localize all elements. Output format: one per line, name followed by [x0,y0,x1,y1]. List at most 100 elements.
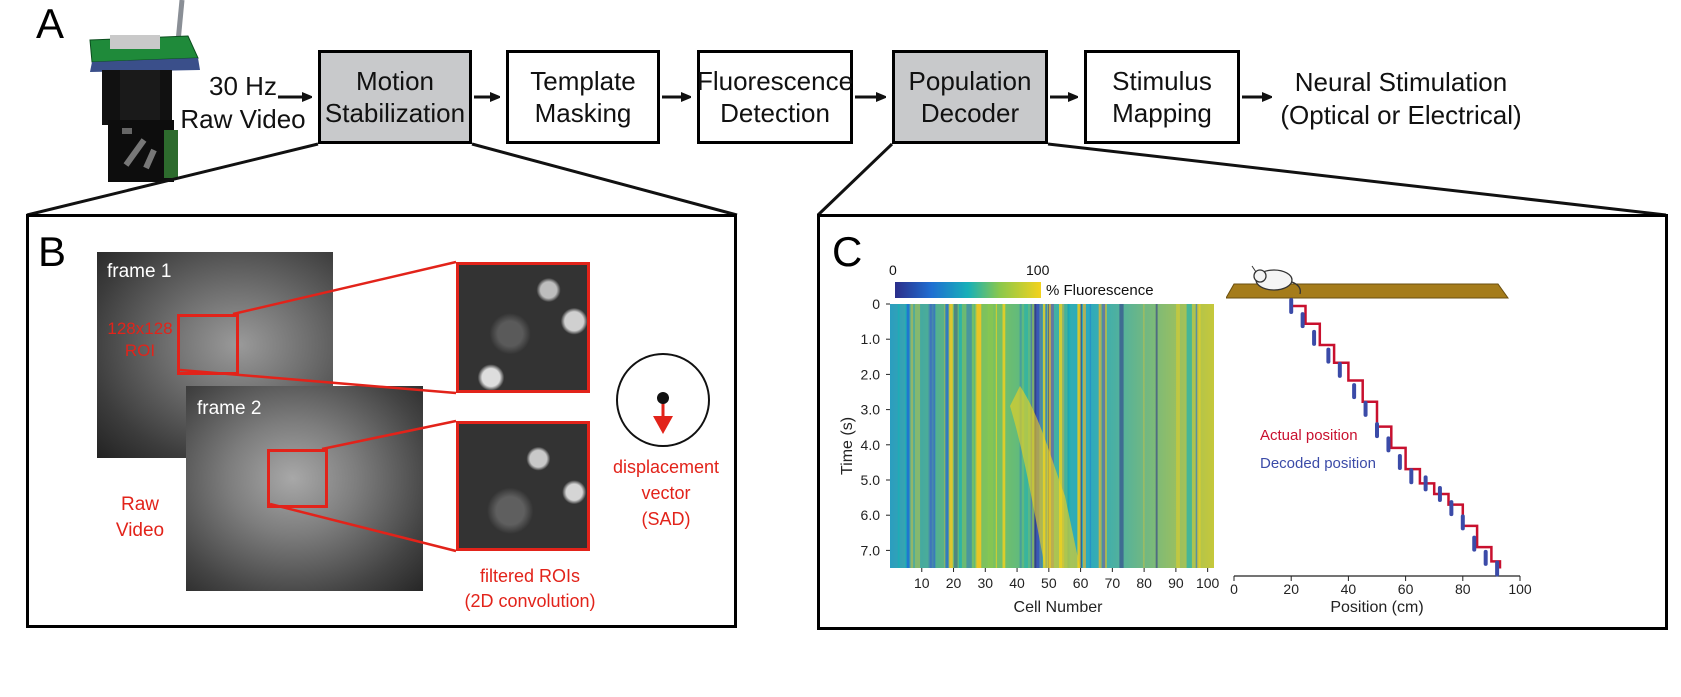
raw-video-label: Raw Video [105,492,175,543]
decoded-position-point [1449,500,1454,517]
heatmap-stripe [958,304,962,568]
heatmap-stripe [954,304,958,568]
heatmap-stripe [1059,304,1063,568]
step-motion-stabilization: Motion Stabilization [318,50,472,144]
input-label: 30 Hz Raw Video [180,70,306,135]
step-2-line1: Template [530,65,636,96]
colorbar [895,282,1041,298]
heatmap-stripe [944,304,946,568]
decoder-xlabel: Position (cm) [1330,599,1423,616]
zoom-line-roi2-bottom [269,502,457,553]
heatmap-stripe [946,304,948,568]
decoder-xtick-label: 60 [1398,581,1414,597]
heatmap-stripe [906,304,910,568]
roi-label-line1: 128x128 [107,319,173,338]
decoded-position-point [1326,347,1331,364]
heatmap-xtick-label: 40 [1009,575,1025,591]
decoder-xtick-label: 0 [1230,581,1238,597]
heatmap-stripe [944,304,951,568]
heatmap-stripe [1043,304,1047,568]
zoom-line-roi1-top [232,260,457,316]
heatmap-xtick-label: 10 [914,575,930,591]
heatmap-ylabel: Time (s) [839,417,856,475]
heatmap-ytick-label: 3.0 [861,402,881,418]
zoom-line-c-right [1047,142,1667,217]
roi-label: 128x128 ROI [100,318,180,362]
heatmap-activity-band [1010,386,1080,568]
step-5-line1: Stimulus [1112,65,1212,96]
heatmap-stripe [995,304,997,568]
decoded-position-point [1386,436,1391,453]
zoom-line-roi2-top [321,419,457,451]
colorbar-label: % Fluorescence [1046,282,1154,299]
heatmap-ytick-label: 5.0 [861,472,881,488]
filtered-roi-2 [456,421,590,551]
decoded-position-point [1375,422,1379,439]
decoded-position-point [1289,298,1294,314]
decoded-position-point [1483,549,1488,566]
heatmap-xtick-label: 90 [1168,575,1184,591]
step-stimulus-mapping: Stimulus Mapping [1084,50,1240,144]
zoom-line-b-right [471,142,738,217]
heatmap-stripe [1050,304,1054,568]
filtered-line1: filtered ROIs [479,566,581,586]
input-label-line1: 30 Hz [209,71,277,101]
heatmap-xtick-label: 60 [1073,575,1089,591]
zoom-line-b-left [26,142,319,217]
heatmap-xtick-label: 80 [1136,575,1152,591]
decoded-position-point [1337,361,1342,378]
decoded-position-point [1352,383,1357,400]
heatmap-stripe [1098,304,1102,568]
heatmap-stripe [987,304,994,568]
roi-label-line2: ROI [124,341,156,361]
panel-b-frame [26,214,737,628]
legend-actual: Actual position [1260,427,1358,444]
roi-zoom-lines [179,260,457,553]
decoded-position-point [1423,475,1428,492]
heatmap-stripe [930,304,935,568]
output-label: Neural Stimulation (Optical or Electrica… [1276,66,1526,131]
heatmap-xtick-label: 100 [1196,575,1220,591]
raw-video-line2: Video [115,519,165,541]
heatmap-stripe [897,304,900,568]
track-icon [1226,265,1509,299]
displacement-label: displacement vector (SAD) [596,454,736,532]
step-4-line1: Population [908,65,1032,96]
decoder-xtick-label: 100 [1508,581,1532,597]
step-population-decoder: Population Decoder [892,50,1048,144]
zoom-line-roi1-bottom [179,368,457,395]
panel-b-letter: B [38,228,67,275]
displacement-line2: vector [641,483,691,504]
decoded-position-point [1363,400,1368,417]
decoder-xtick-label: 80 [1455,581,1471,597]
heatmap-xlabel: Cell Number [1014,599,1104,616]
heatmap-stripe [948,304,954,568]
panel-c-frame [817,214,1668,630]
step-3-line2: Detection [720,98,830,128]
panel-c-letter: C [832,228,863,275]
heatmap-xtick-label: 30 [978,575,994,591]
step-4-line2: Decoder [920,98,1020,128]
zoom-line-c-left [816,142,894,217]
heatmap-stripe [975,304,982,568]
decoded-position-point [1409,468,1414,485]
output-label-line2: (Optical or Electrical) [1280,99,1522,130]
heatmap-stripe [1089,304,1092,568]
frame-2-label: frame 2 [197,398,262,419]
heatmap-stripe [1064,304,1071,568]
decoded-position-point [1397,454,1402,471]
heatmap-xtick-label: 50 [1041,575,1057,591]
heatmap-stripe [1197,304,1201,568]
decoded-position-point [1312,329,1317,346]
decoded-position-point [1437,485,1442,502]
heatmap-stripe [1119,304,1124,568]
step-2-line2: Masking [534,98,632,128]
heatmap-stripe [928,304,932,568]
heatmap-stripe [1082,304,1086,568]
colorbar-min: 0 [889,262,897,278]
filtered-line2: (2D convolution) [464,591,596,612]
heatmap-stripe [1155,304,1158,568]
heatmap-ytick-label: 6.0 [861,507,881,523]
miniscope-icon [89,0,200,182]
